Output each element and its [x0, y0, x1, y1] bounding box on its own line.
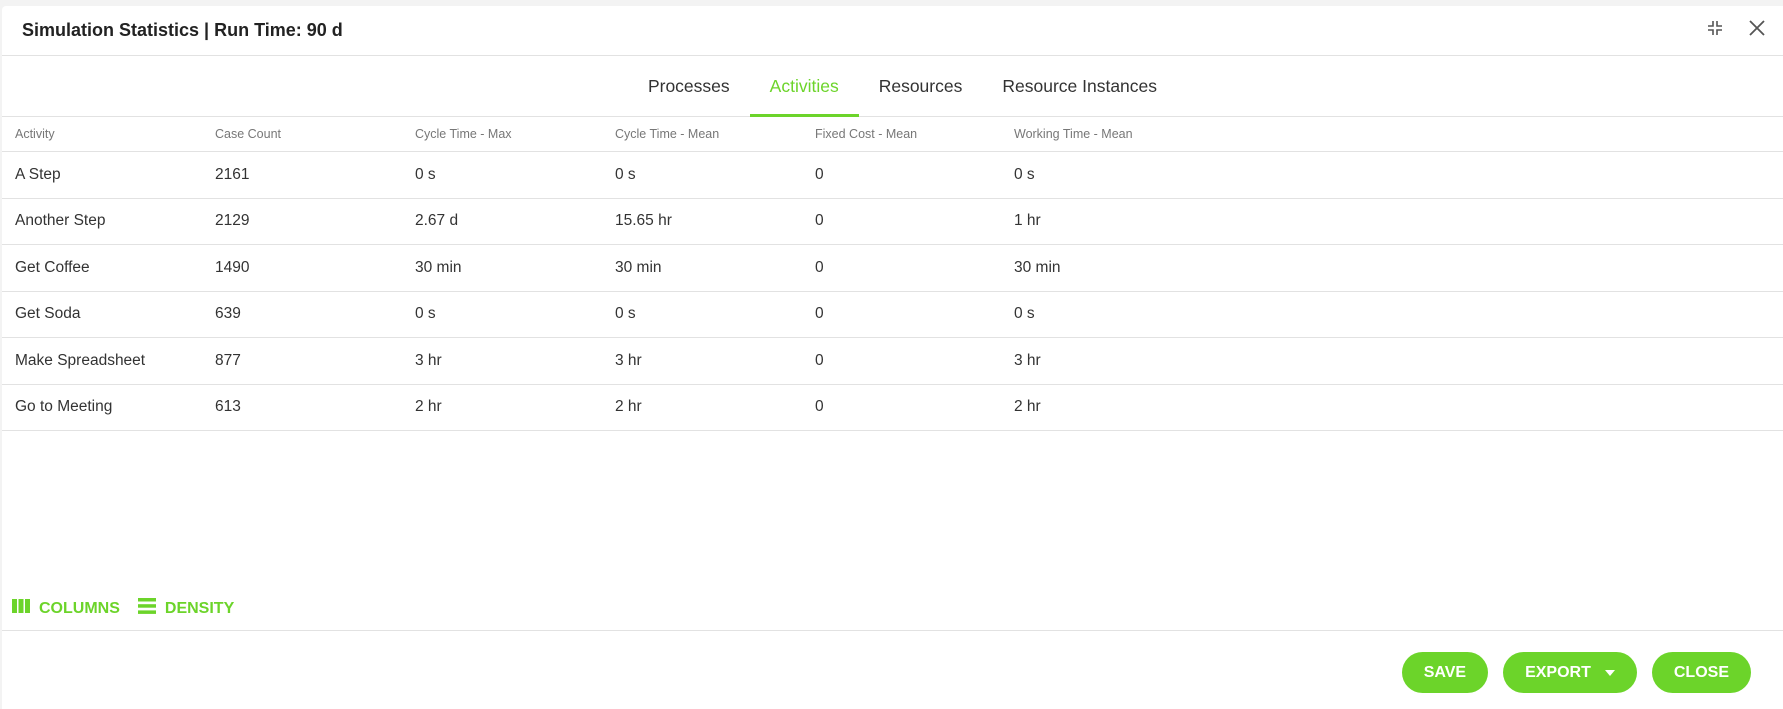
density-button[interactable]: DENSITY	[137, 598, 235, 619]
tab-resources[interactable]: Resources	[878, 76, 963, 96]
footer-divider	[2, 630, 1783, 631]
column-header[interactable]: Working Time - Mean	[1014, 127, 1133, 141]
export-button[interactable]: EXPORT	[1503, 652, 1637, 693]
table-cell: 0	[815, 212, 824, 230]
close-icon[interactable]	[1749, 20, 1765, 36]
table-cell: 877	[215, 351, 241, 369]
tab-processes[interactable]: Processes	[647, 76, 730, 96]
table-cell: A Step	[15, 165, 61, 183]
table-cell: 0 s	[1014, 305, 1035, 323]
table-row[interactable]: Get Coffee 1490 30 min 30 min 0 30 min	[2, 245, 1783, 292]
table-cell: Get Soda	[15, 305, 81, 323]
table-cell: Make Spreadsheet	[15, 351, 146, 369]
column-header[interactable]: Cycle Time - Max	[415, 127, 512, 141]
dialog-header: Simulation Statistics | Run Time: 90 d	[2, 6, 1783, 56]
table-cell: 0	[815, 165, 824, 183]
columns-icon	[12, 599, 30, 618]
column-header[interactable]: Cycle Time - Mean	[615, 127, 720, 141]
table-cell: 639	[215, 305, 241, 323]
table-row[interactable]: Get Soda 639 0 s 0 s 0 0 s	[2, 292, 1783, 338]
table-cell: 0 s	[1014, 165, 1035, 183]
column-header[interactable]: Activity	[15, 127, 55, 141]
table-cell: Go to Meeting	[15, 398, 113, 416]
tab-activities[interactable]: Activities	[749, 56, 859, 117]
table-cell: 0 s	[415, 305, 436, 323]
density-icon	[137, 598, 156, 619]
table-cell: 1490	[215, 258, 250, 276]
table-cell: 613	[215, 398, 241, 416]
table-row[interactable]: Make Spreadsheet 877 3 hr 3 hr 0 3 hr	[2, 338, 1783, 385]
column-header[interactable]: Case Count	[215, 127, 282, 141]
export-label: EXPORT	[1525, 663, 1591, 681]
table-row[interactable]: Go to Meeting 613 2 hr 2 hr 0 2 hr	[2, 385, 1783, 431]
table-cell: 2 hr	[1014, 398, 1041, 416]
table-header: Activity Case Count Cycle Time - Max Cycle …	[2, 117, 1783, 152]
columns-label: COLUMNS	[39, 599, 120, 617]
table-cell: 3 hr	[415, 351, 442, 369]
table-row[interactable]: A Step 2161 0 s 0 s 0 0 s	[2, 152, 1783, 199]
table-cell: Another Step	[15, 212, 106, 230]
table-cell: 0	[815, 258, 824, 276]
table-cell: 3 hr	[615, 351, 642, 369]
density-label: DENSITY	[164, 599, 235, 617]
table-cell: 2 hr	[415, 398, 442, 416]
simulation-statistics-dialog: Simulation Statistics | Run Time: 90 d P…	[2, 6, 1783, 709]
table-row[interactable]: Another Step 2129 2.67 d 15.65 hr 0 1 hr	[2, 199, 1783, 245]
table-cell: 15.65 hr	[615, 212, 672, 230]
table-cell: 3 hr	[1014, 351, 1041, 369]
tab-resource-instances[interactable]: Resource Instances	[1002, 76, 1158, 96]
table-cell: 30 min	[615, 258, 662, 276]
save-button[interactable]: SAVE	[1401, 652, 1489, 693]
table-cell: 0 s	[615, 305, 636, 323]
dialog-title: Simulation Statistics | Run Time: 90 d	[22, 20, 343, 40]
caret-down-icon	[1604, 669, 1615, 676]
table-cell: Get Coffee	[15, 258, 90, 276]
table-cell: 2 hr	[615, 398, 642, 416]
tab-bar: Processes Activities Resources Resource …	[2, 56, 1783, 117]
table-cell: 1 hr	[1014, 212, 1041, 230]
table-cell: 0	[815, 305, 824, 323]
columns-button[interactable]: COLUMNS	[12, 599, 120, 618]
table-cell: 30 min	[415, 258, 462, 276]
activities-table: Activity Case Count Cycle Time - Max Cycle …	[2, 117, 1783, 431]
table-cell: 30 min	[1014, 258, 1061, 276]
close-button[interactable]: CLOSE	[1651, 652, 1751, 693]
table-cell: 0	[815, 351, 824, 369]
table-cell: 2.67 d	[415, 212, 459, 230]
column-header[interactable]: Fixed Cost - Mean	[815, 127, 918, 141]
table-cell: 0	[815, 398, 824, 416]
table-cell: 2129	[215, 212, 250, 230]
table-cell: 2161	[215, 165, 250, 183]
minimize-icon[interactable]	[1707, 20, 1723, 36]
table-cell: 0 s	[615, 165, 636, 183]
table-cell: 0 s	[415, 165, 436, 183]
